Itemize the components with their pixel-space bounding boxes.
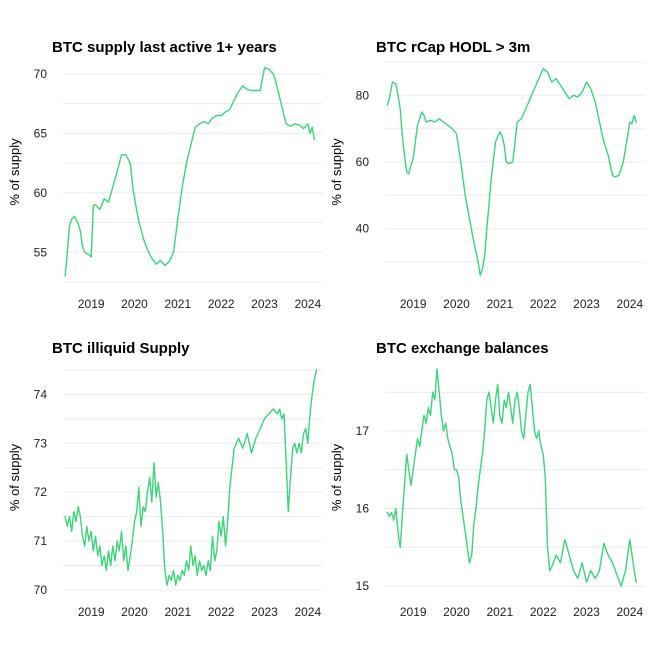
series-line	[386, 368, 637, 587]
x-tick-label: 2023	[251, 297, 278, 311]
y-axis-label: % of supply	[7, 443, 22, 511]
y-axis-label: % of supply	[7, 138, 22, 206]
chart-title: BTC supply last active 1+ years	[52, 39, 277, 56]
x-tick-label: 2019	[78, 605, 105, 619]
y-tick-label: 72	[34, 485, 48, 499]
chart-title: BTC exchange balances	[376, 340, 549, 357]
x-tick-label: 2019	[400, 605, 427, 619]
y-axis-label: % of supply	[329, 138, 344, 206]
y-tick-label: 73	[34, 436, 48, 450]
x-tick-label: 2023	[573, 605, 600, 619]
x-tick-label: 2020	[121, 605, 148, 619]
y-tick-label: 40	[356, 222, 370, 236]
chart-panel-1: BTC supply last active 1+ years 55 60 65 70 2…	[7, 39, 323, 311]
x-tick-label: 2020	[121, 297, 148, 311]
x-tick-label: 2024	[616, 297, 643, 311]
y-tick-label: 60	[34, 186, 48, 200]
x-tick-label: 2021	[164, 605, 191, 619]
y-tick-label: 55	[34, 245, 48, 259]
x-tick-label: 2024	[616, 605, 643, 619]
chart-panel-2: BTC rCap HODL > 3m 40 60 80 2019 2020 2021 2022…	[329, 39, 645, 311]
x-tick-label: 2022	[530, 605, 557, 619]
chart-panel-3: BTC illiquid Supply 70 71 72 73 74 2019 2020 202…	[7, 340, 323, 619]
y-tick-label: 70	[34, 67, 48, 81]
y-tick-label: 17	[356, 424, 370, 438]
x-tick-label: 2021	[486, 297, 513, 311]
x-tick-label: 2022	[530, 297, 557, 311]
y-tick-label: 65	[34, 126, 48, 140]
x-tick-label: 2019	[78, 297, 105, 311]
x-tick-label: 2019	[400, 297, 427, 311]
y-tick-label: 60	[356, 155, 370, 169]
y-tick-label: 16	[356, 502, 370, 516]
x-tick-label: 2023	[573, 297, 600, 311]
x-tick-label: 2020	[443, 605, 470, 619]
y-tick-label: 70	[34, 583, 48, 597]
x-tick-label: 2022	[208, 297, 235, 311]
x-tick-label: 2020	[443, 297, 470, 311]
series-line	[64, 67, 315, 277]
chart-title: BTC rCap HODL > 3m	[376, 39, 530, 56]
series-line	[386, 68, 637, 276]
x-tick-label: 2022	[208, 605, 235, 619]
x-tick-label: 2024	[294, 297, 321, 311]
y-axis-label: % of supply	[329, 443, 344, 511]
chart-panel-4: BTC exchange balances 15 16 17 2019 2020 2021 2…	[329, 340, 645, 619]
x-tick-label: 2021	[486, 605, 513, 619]
series-line	[64, 369, 318, 586]
x-tick-label: 2023	[251, 605, 278, 619]
y-tick-label: 80	[356, 88, 370, 102]
y-tick-label: 15	[356, 579, 370, 593]
chart-title: BTC illiquid Supply	[52, 340, 190, 357]
y-tick-label: 71	[34, 534, 48, 548]
x-tick-label: 2021	[164, 297, 191, 311]
x-tick-label: 2024	[294, 605, 321, 619]
y-tick-label: 74	[34, 387, 48, 401]
